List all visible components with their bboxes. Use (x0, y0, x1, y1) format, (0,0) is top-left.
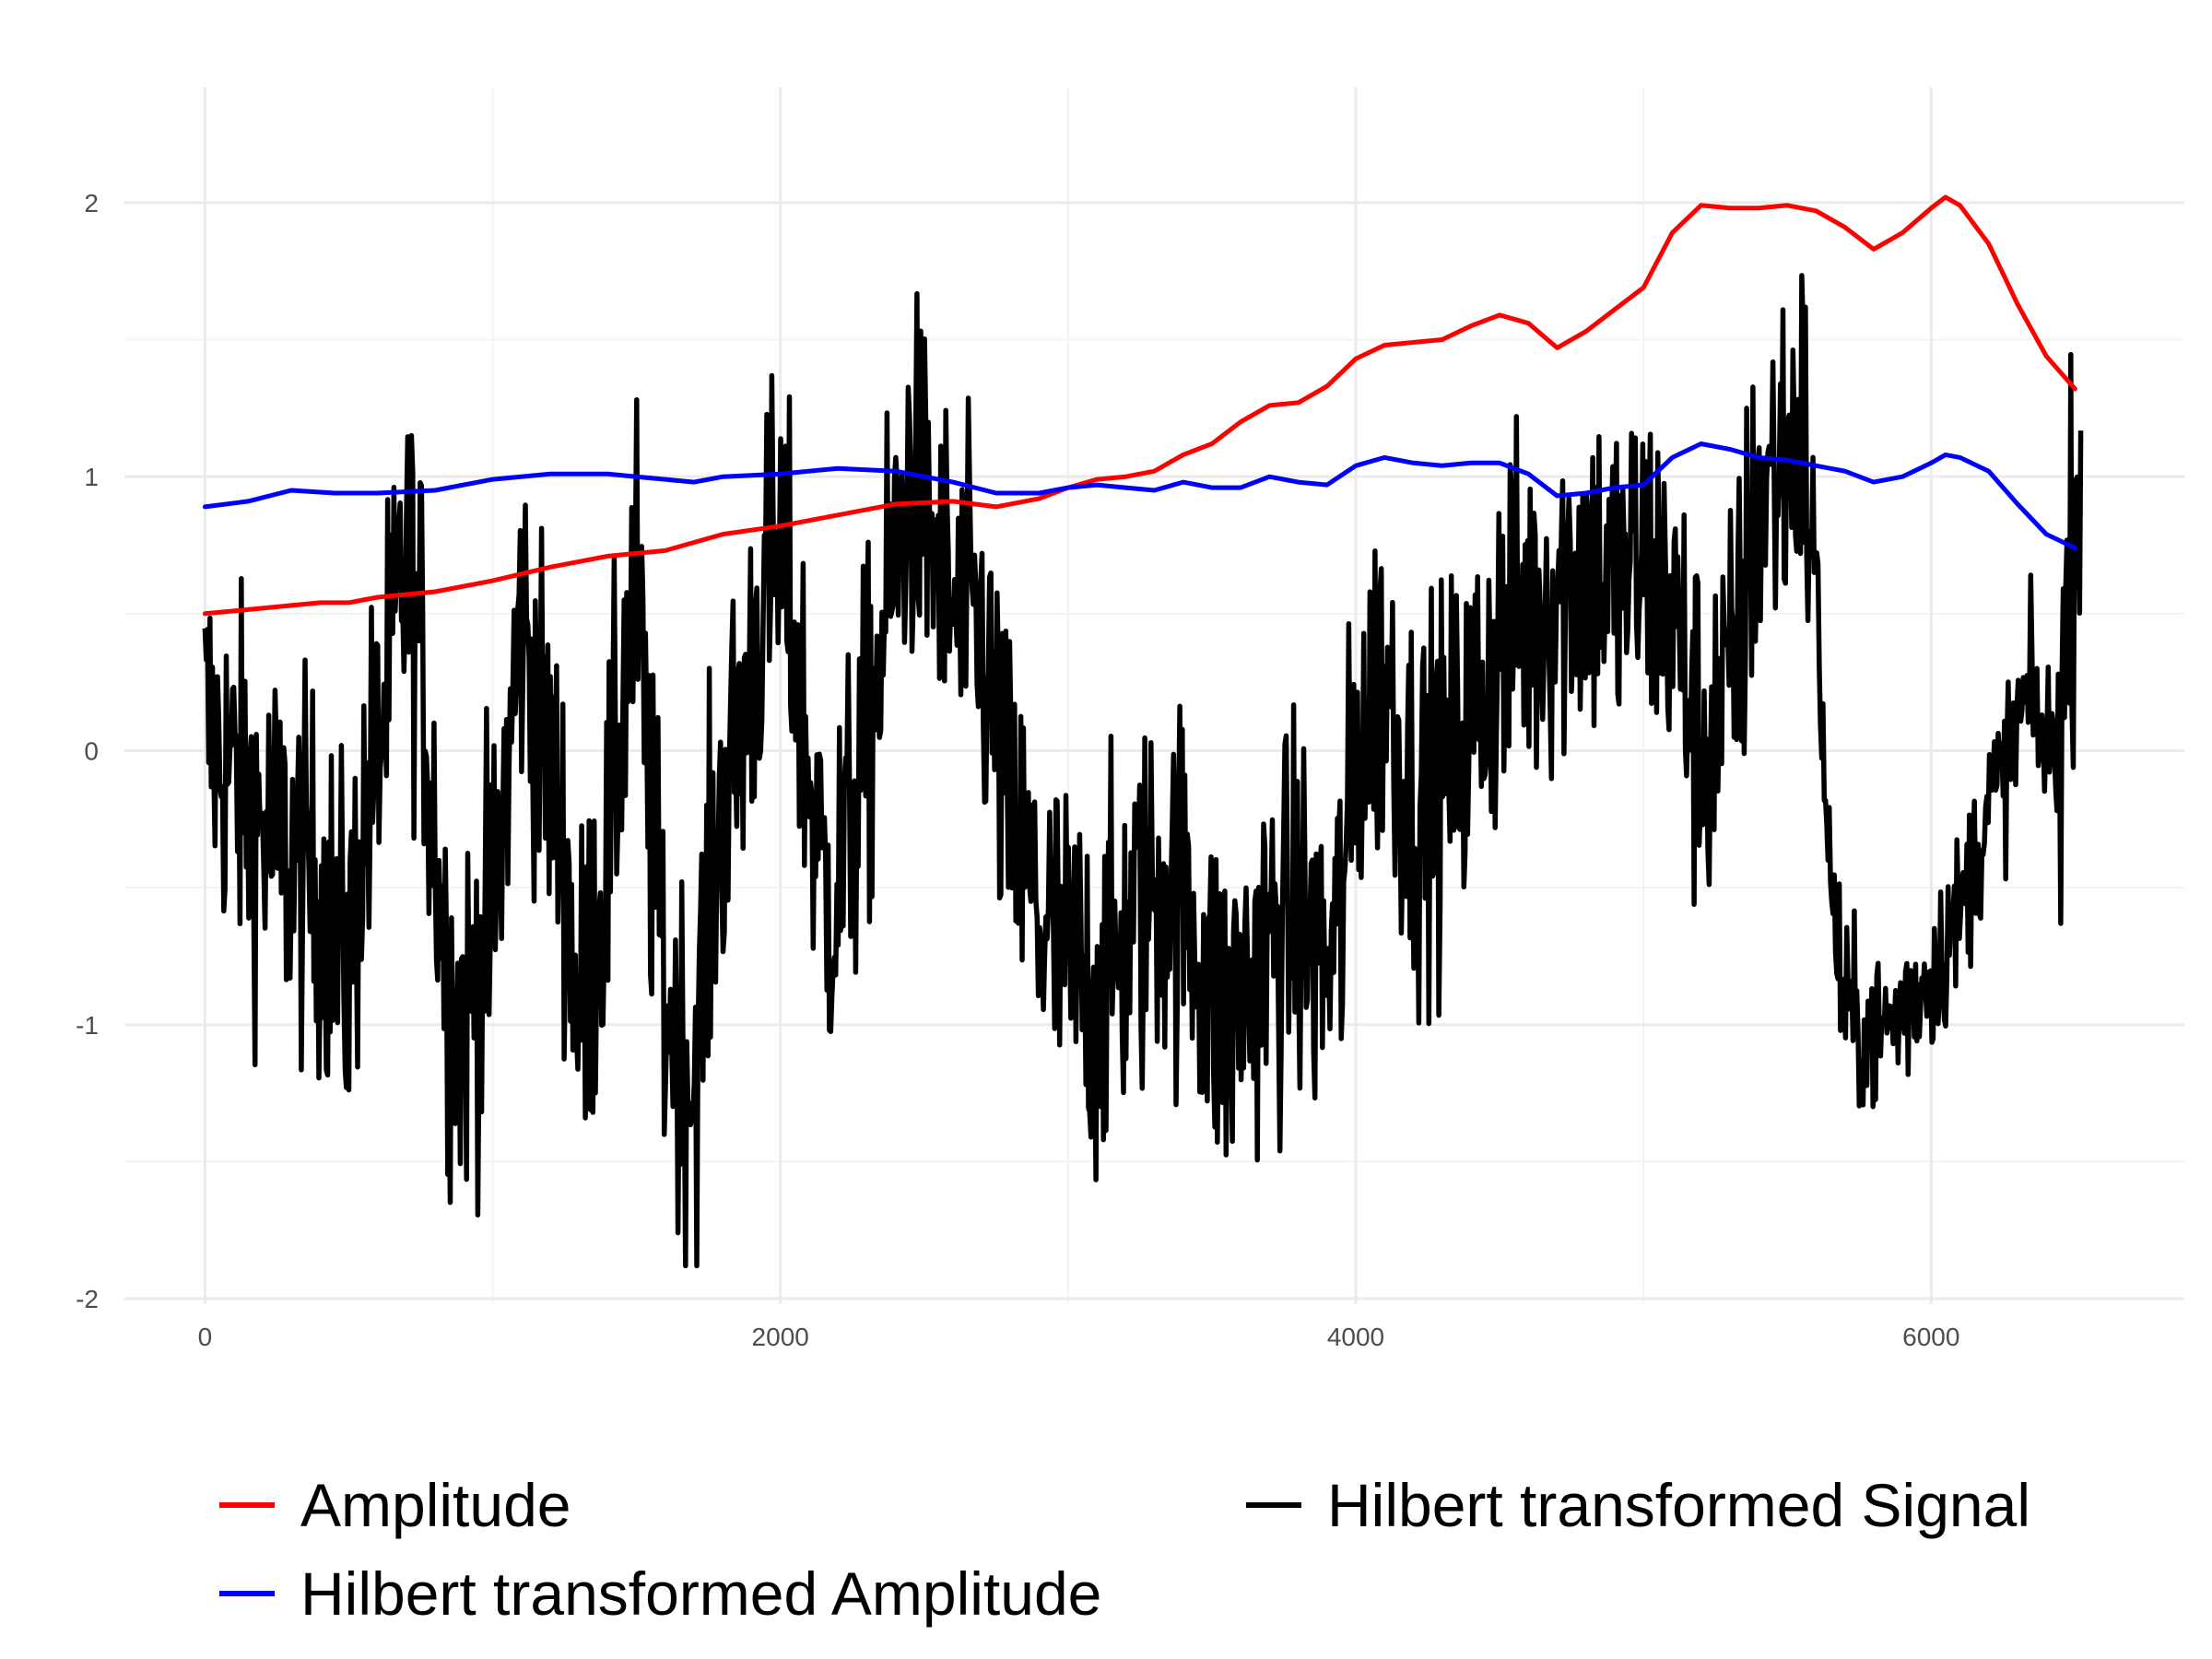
layer-hilbert-transformed-amplitude (202, 441, 2077, 550)
layer-amplitude (202, 194, 2077, 617)
y-tick-label: 0 (84, 736, 99, 765)
legend-label-hilbert-transformed-amplitude: Hilbert transformed Amplitude (300, 1559, 1101, 1628)
axis-ticks: 0 2000 4000 6000 -2 -1 0 1 2 (76, 189, 1959, 1351)
x-tick-label: 4000 (1327, 1323, 1384, 1351)
x-tick-label: 2000 (752, 1323, 809, 1351)
y-tick-label: 2 (84, 189, 99, 218)
series-layer (202, 194, 2084, 1269)
series-line-amplitude (202, 194, 2077, 617)
layer-hilbert-transformed-signal (202, 273, 2084, 1269)
legend-label-hilbert-transformed-signal: Hilbert transformed Signal (1327, 1471, 2030, 1539)
grid (124, 88, 2184, 1304)
y-tick-label: 1 (84, 463, 99, 491)
y-tick-label: -1 (76, 1011, 99, 1040)
series-line-hilbert-transformed-signal (202, 273, 2084, 1269)
series-line-hilbert-transformed-amplitude (202, 441, 2077, 550)
legend: Amplitude Hilbert transformed Amplitude … (219, 1471, 2030, 1628)
x-tick-label: 0 (198, 1323, 213, 1351)
x-tick-label: 6000 (1902, 1323, 1959, 1351)
legend-label-amplitude: Amplitude (300, 1471, 571, 1539)
y-tick-label: -2 (76, 1285, 99, 1313)
